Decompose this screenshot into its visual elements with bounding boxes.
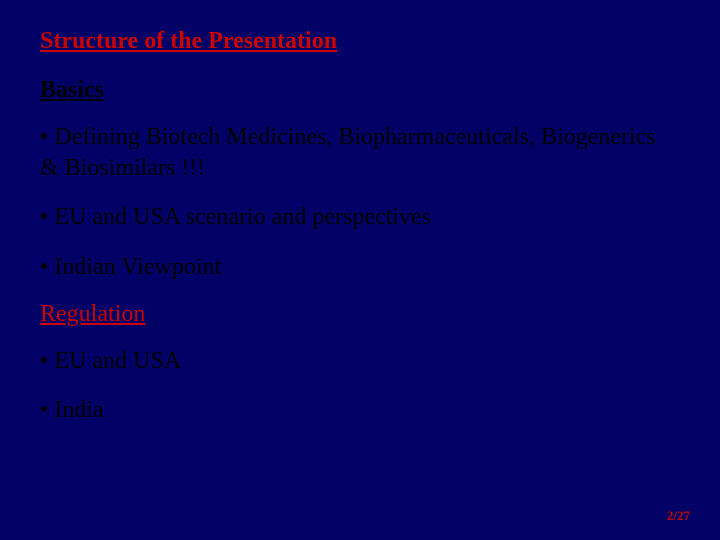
bullet-item: • India xyxy=(40,395,680,426)
page-number: 2/27 xyxy=(667,508,690,524)
bullet-item: • Defining Biotech Medicines, Biopharmac… xyxy=(40,122,680,184)
section-heading-regulation: Regulation xyxy=(40,301,680,328)
section-heading-basics: Basics xyxy=(40,77,680,104)
slide: Structure of the Presentation Basics • D… xyxy=(0,0,720,540)
bullet-item: • Indian Viewpoint xyxy=(40,252,680,283)
slide-title: Structure of the Presentation xyxy=(40,28,680,55)
bullet-item: • EU and USA xyxy=(40,346,680,377)
bullet-item: • EU and USA scenario and perspectives xyxy=(40,202,680,233)
